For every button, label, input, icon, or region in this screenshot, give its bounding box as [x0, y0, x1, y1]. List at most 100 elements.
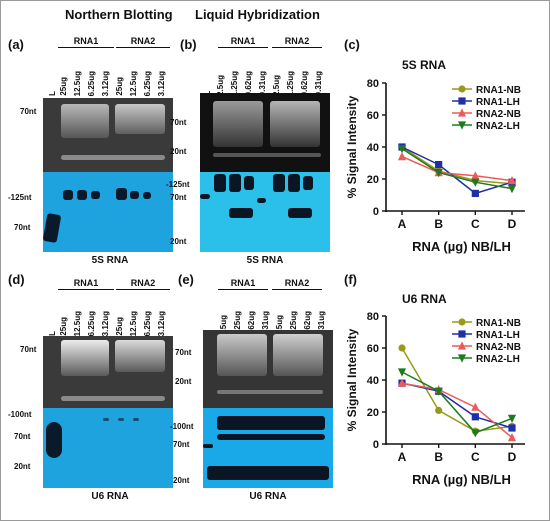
legend-label: RNA2-NB	[476, 342, 521, 353]
blot-image	[203, 408, 333, 488]
y-axis-label: % Signal Intensity	[345, 95, 359, 198]
gel-image	[203, 330, 333, 408]
data-point	[397, 378, 407, 387]
group-label-rna1: RNA1	[218, 278, 268, 290]
y-tick-label: 60	[367, 110, 379, 122]
legend-label: RNA1-LH	[476, 97, 520, 108]
marker-label: 70nt	[14, 223, 31, 232]
gel-caption: U6 RNA	[249, 491, 287, 502]
data-point	[398, 344, 406, 352]
marker-label: 20nt	[170, 147, 187, 156]
y-tick-label: 40	[367, 142, 379, 154]
marker-label: 20nt	[175, 377, 192, 386]
group-label-rna2: RNA2	[272, 36, 322, 48]
data-point	[457, 108, 467, 117]
gel-caption: 5S RNA	[246, 255, 284, 266]
y-tick-label: 80	[367, 311, 379, 323]
lane-label: 3.12ug	[157, 70, 166, 96]
y-tick-label: 60	[367, 343, 379, 355]
group-label-rna2: RNA2	[272, 278, 322, 290]
data-point	[434, 169, 443, 178]
data-point	[507, 433, 517, 442]
data-point	[507, 185, 517, 194]
legend-label: RNA1-LH	[476, 330, 520, 341]
series-line	[401, 147, 513, 190]
header-liquid-hybridization: Liquid Hybridization	[195, 7, 320, 22]
gel-image	[43, 336, 173, 414]
series-line	[401, 146, 513, 195]
data-point	[471, 189, 479, 197]
panel-label-b: (b)	[180, 37, 197, 52]
data-point	[457, 341, 467, 350]
legend-label: RNA2-NB	[476, 109, 521, 120]
gel-caption: U6 RNA	[91, 491, 129, 502]
data-point	[508, 424, 516, 432]
marker-label: 20nt	[173, 476, 190, 485]
y-axis-label: % Signal Intensity	[345, 328, 359, 431]
marker-label: 70nt	[20, 345, 37, 354]
legend-label: RNA1-NB	[476, 318, 521, 329]
marker-label: 70nt	[170, 193, 187, 202]
gel-caption: 5S RNA	[91, 255, 129, 266]
y-tick-label: 0	[373, 206, 379, 218]
x-tick-label: B	[434, 450, 443, 464]
lane-label: 12.5ug	[129, 310, 138, 336]
lane-label: 25ug	[115, 77, 124, 96]
blot-image	[43, 408, 173, 488]
lane-label: 3.12ug	[157, 310, 166, 336]
marker-label: -100nt	[8, 410, 32, 419]
group-label-rna2: RNA2	[116, 36, 170, 48]
data-point	[471, 413, 479, 421]
blot-image	[43, 172, 173, 252]
series-line	[401, 382, 513, 439]
data-point	[397, 152, 407, 161]
x-tick-label: B	[434, 217, 443, 231]
x-tick-label: D	[508, 450, 517, 464]
gel-image	[43, 98, 173, 178]
legend-label: RNA2-LH	[476, 121, 520, 132]
header-northern-blotting: Northern Blotting	[65, 7, 173, 22]
lane-label: 6.25ug	[143, 70, 152, 96]
x-axis-label: RNA (µg) NB/LH	[412, 239, 511, 254]
panel-label-e: (e)	[178, 272, 194, 287]
group-label-rna1: RNA1	[58, 278, 114, 290]
marker-label: 70nt	[20, 107, 37, 116]
marker-label: 70nt	[14, 432, 31, 441]
data-point	[397, 145, 407, 154]
lane-label: 25ug	[59, 317, 68, 336]
panel-label-f: (f)	[344, 272, 357, 287]
series-line	[401, 155, 513, 182]
blot-image	[200, 172, 330, 252]
data-point	[458, 318, 466, 326]
series-line	[401, 146, 513, 185]
panel-label-c: (c)	[344, 37, 360, 52]
data-point	[458, 97, 466, 105]
x-tick-label: A	[398, 217, 407, 231]
y-tick-label: 0	[373, 439, 379, 451]
x-tick-label: A	[398, 450, 407, 464]
lane-label: 12.5ug	[73, 70, 82, 96]
y-tick-label: 40	[367, 375, 379, 387]
lane-label: 3.12ug	[101, 70, 110, 96]
lane-label: 12.5ug	[73, 310, 82, 336]
lane-label-ladder: L	[48, 91, 57, 96]
panel-label-d: (d)	[8, 272, 25, 287]
data-point	[507, 414, 517, 423]
line-chart-5s: 0 20 40 60 80 A B C D RNA (µg) NB/LH % Signal Inte…	[345, 78, 525, 254]
marker-label: 70nt	[175, 348, 192, 357]
data-point	[434, 387, 443, 396]
x-axis-label: RNA (µg) NB/LH	[412, 472, 511, 487]
data-point	[507, 176, 517, 185]
data-point	[457, 121, 467, 130]
data-point	[471, 171, 480, 180]
chart-title: 5S RNA	[402, 58, 447, 72]
lane-label: 25ug	[115, 317, 124, 336]
series-line	[401, 347, 513, 432]
series-line	[401, 371, 513, 434]
data-point	[471, 429, 480, 438]
y-tick-label: 80	[367, 78, 379, 90]
x-tick-label: D	[508, 217, 517, 231]
data-point	[397, 368, 407, 377]
y-tick-label: 20	[367, 407, 379, 419]
marker-label: -100nt	[170, 422, 194, 431]
